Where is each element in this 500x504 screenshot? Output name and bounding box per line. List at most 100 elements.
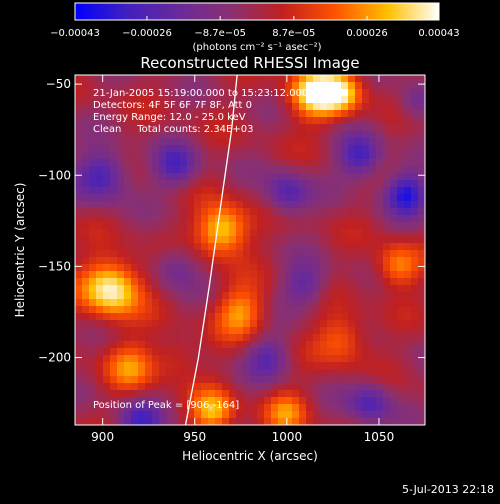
heatmap-cell: [138, 411, 146, 419]
heatmap-cell: [96, 264, 104, 272]
heatmap-cell: [271, 173, 279, 181]
heatmap-cell: [411, 131, 419, 139]
heatmap-cell: [390, 166, 398, 174]
heatmap-cell: [145, 222, 153, 230]
heatmap-cell: [131, 327, 139, 335]
heatmap-cell: [369, 229, 377, 237]
heatmap-cell: [89, 327, 97, 335]
heatmap-cell: [124, 257, 132, 265]
heatmap-cell: [229, 285, 237, 293]
heatmap-cell: [404, 313, 412, 321]
heatmap-cell: [215, 397, 223, 405]
heatmap-cell: [180, 215, 188, 223]
heatmap-cell: [390, 271, 398, 279]
heatmap-cell: [292, 390, 300, 398]
heatmap-cell: [327, 264, 335, 272]
heatmap-cell: [208, 376, 216, 384]
heatmap-cell: [320, 131, 328, 139]
heatmap-cell: [110, 341, 118, 349]
heatmap-cell: [166, 145, 174, 153]
heatmap-cell: [117, 159, 125, 167]
heatmap-cell: [159, 82, 167, 90]
heatmap-cell: [271, 110, 279, 118]
heatmap-cell: [229, 180, 237, 188]
heatmap-cell: [250, 404, 258, 412]
heatmap-cell: [348, 376, 356, 384]
heatmap-cell: [180, 390, 188, 398]
heatmap-cell: [215, 187, 223, 195]
heatmap-cell: [306, 145, 314, 153]
heatmap-cell: [89, 138, 97, 146]
heatmap-cell: [124, 327, 132, 335]
heatmap-cell: [313, 173, 321, 181]
heatmap-cell: [264, 131, 272, 139]
heatmap-cell: [117, 341, 125, 349]
heatmap-cell: [320, 173, 328, 181]
heatmap-cell: [397, 110, 405, 118]
heatmap-cell: [187, 390, 195, 398]
heatmap-cell: [418, 264, 425, 272]
heatmap-cell: [320, 215, 328, 223]
heatmap-cell: [348, 285, 356, 293]
heatmap-cell: [152, 166, 160, 174]
heatmap-cell: [376, 320, 384, 328]
heatmap-cell: [348, 257, 356, 265]
heatmap-cell: [145, 397, 153, 405]
heatmap-cell: [306, 201, 314, 209]
heatmap-cell: [201, 145, 209, 153]
heatmap-cell: [348, 131, 356, 139]
heatmap-cell: [271, 411, 279, 419]
heatmap-cell: [180, 348, 188, 356]
heatmap-cell: [89, 187, 97, 195]
heatmap-cell: [390, 369, 398, 377]
heatmap-cell: [138, 299, 146, 307]
heatmap-cell: [145, 138, 153, 146]
heatmap-cell: [103, 404, 111, 412]
heatmap-cell: [383, 138, 391, 146]
heatmap-cell: [285, 166, 293, 174]
heatmap-cell: [138, 362, 146, 370]
heatmap-cell: [215, 103, 223, 111]
heatmap-cell: [75, 278, 83, 286]
heatmap-cell: [271, 229, 279, 237]
heatmap-cell: [187, 285, 195, 293]
heatmap-cell: [292, 369, 300, 377]
heatmap-cell: [194, 250, 202, 258]
heatmap-cell: [124, 117, 132, 125]
heatmap-cell: [355, 383, 363, 391]
heatmap-cell: [355, 292, 363, 300]
heatmap-cell: [271, 383, 279, 391]
heatmap-cell: [180, 138, 188, 146]
heatmap-cell: [341, 236, 349, 244]
heatmap-cell: [124, 383, 132, 391]
heatmap-cell: [243, 89, 251, 97]
heatmap-cell: [313, 166, 321, 174]
heatmap-cell: [348, 75, 356, 83]
heatmap-cell: [250, 152, 258, 160]
heatmap-cell: [257, 376, 265, 384]
heatmap-cell: [236, 159, 244, 167]
heatmap-cell: [145, 334, 153, 342]
heatmap-cell: [418, 418, 425, 425]
heatmap-cell: [383, 187, 391, 195]
heatmap-cell: [411, 369, 419, 377]
heatmap-cell: [243, 390, 251, 398]
heatmap-cell: [418, 89, 425, 97]
heatmap-cell: [194, 362, 202, 370]
heatmap-cell: [271, 208, 279, 216]
heatmap-cell: [159, 299, 167, 307]
heatmap-cell: [222, 131, 230, 139]
heatmap-cell: [243, 222, 251, 230]
heatmap-cell: [292, 243, 300, 251]
heatmap-cell: [299, 376, 307, 384]
heatmap-cell: [355, 194, 363, 202]
heatmap-cell: [390, 82, 398, 90]
heatmap-cell: [397, 194, 405, 202]
heatmap-cell: [103, 201, 111, 209]
heatmap-cell: [194, 145, 202, 153]
heatmap-cell: [341, 369, 349, 377]
heatmap-cell: [397, 334, 405, 342]
heatmap-cell: [376, 243, 384, 251]
heatmap-cell: [110, 215, 118, 223]
heatmap-cell: [103, 124, 111, 132]
